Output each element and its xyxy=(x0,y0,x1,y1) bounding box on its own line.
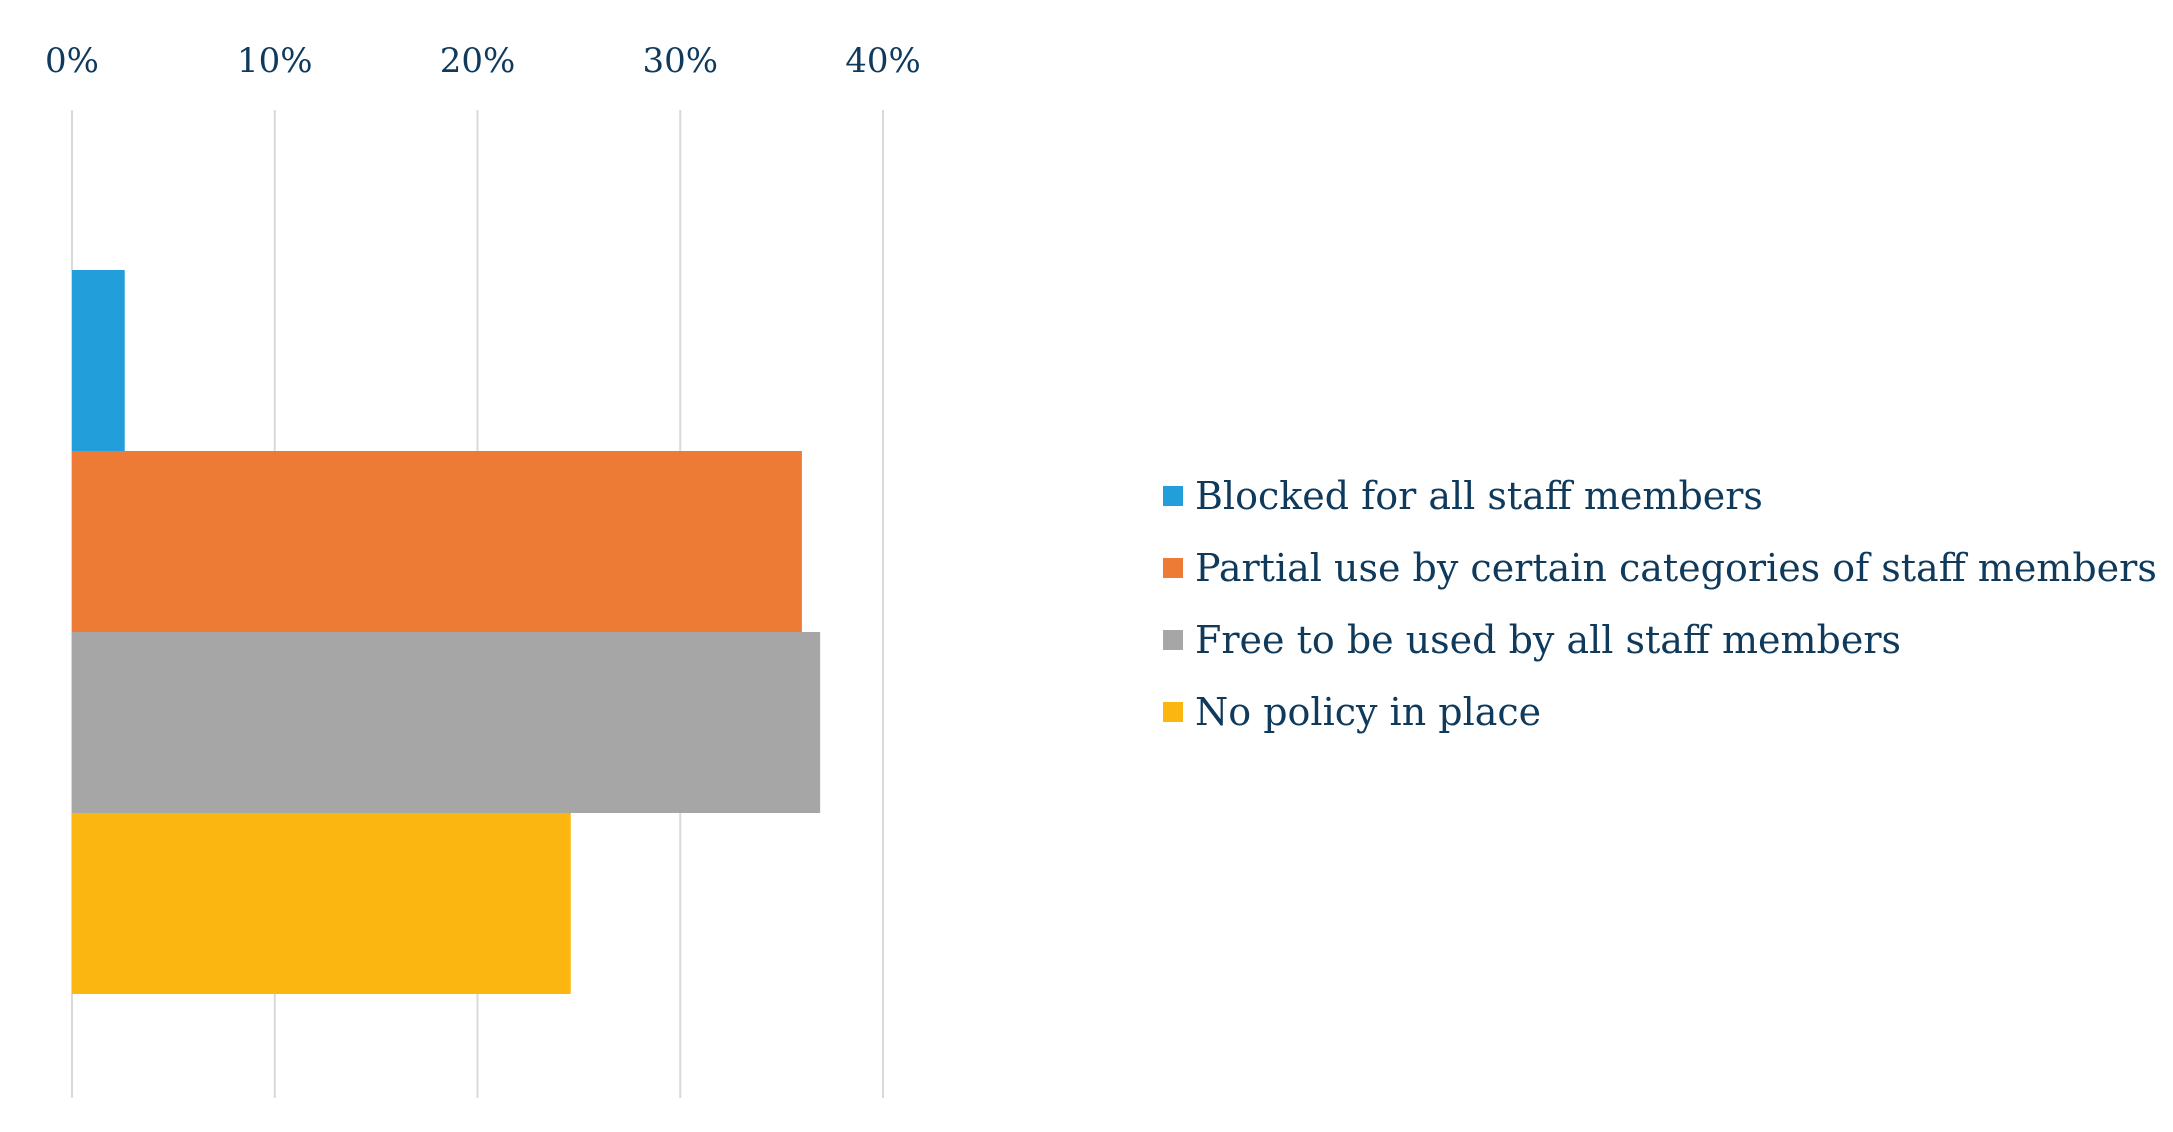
x-tick-label: 10% xyxy=(237,41,313,81)
legend-label: Blocked for all staff members xyxy=(1195,474,1763,518)
x-axis-tick-labels: 0% 10% 20% 30% 40% xyxy=(45,41,921,81)
legend-swatch xyxy=(1163,702,1183,722)
bar xyxy=(72,451,802,632)
legend-item: Partial use by certain categories of sta… xyxy=(1163,532,2157,604)
legend-item: Free to be used by all staff members xyxy=(1163,604,2157,676)
legend-label: Free to be used by all staff members xyxy=(1195,618,1902,662)
legend-item: No policy in place xyxy=(1163,676,2157,748)
bar xyxy=(72,813,571,994)
legend-label: Partial use by certain categories of sta… xyxy=(1195,546,2157,590)
bar xyxy=(72,270,125,451)
bar xyxy=(72,632,821,813)
x-tick-label: 20% xyxy=(440,41,516,81)
legend-swatch xyxy=(1163,558,1183,578)
legend-label: No policy in place xyxy=(1195,690,1542,734)
bars xyxy=(72,270,821,994)
x-tick-label: 40% xyxy=(845,41,921,81)
legend: Blocked for all staff members Partial use… xyxy=(1163,460,2157,748)
bar-chart: 0% 10% 20% 30% 40% xyxy=(45,41,921,1098)
x-tick-label: 30% xyxy=(642,41,718,81)
legend-swatch xyxy=(1163,486,1183,506)
legend-item: Blocked for all staff members xyxy=(1163,460,2157,532)
legend-swatch xyxy=(1163,630,1183,650)
x-tick-label: 0% xyxy=(45,41,99,81)
